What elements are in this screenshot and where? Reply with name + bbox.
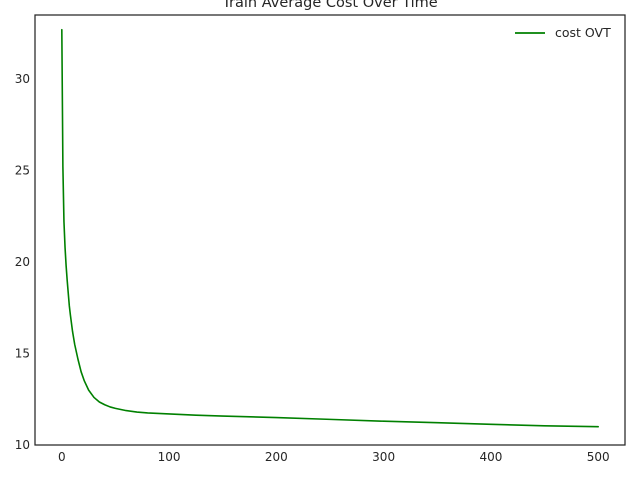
x-axis: 0 100 200 300 400 500 [58, 450, 610, 464]
y-axis: 10 15 20 25 30 [15, 72, 30, 452]
x-tick-label: 0 [58, 450, 66, 464]
plot-area [34, 14, 626, 446]
y-tick-label: 10 [15, 438, 30, 452]
x-tick-label: 500 [587, 450, 610, 464]
legend-label-cost-ovt: cost OVT [555, 25, 611, 40]
series-layer [61, 28, 599, 428]
x-tick-label: 200 [265, 450, 288, 464]
legend: cost OVT [515, 25, 611, 40]
chart-title: Train Average Cost Over Time [221, 0, 437, 11]
x-tick-label: 300 [372, 450, 395, 464]
series-line-cost-ovt [61, 28, 599, 428]
y-tick-label: 30 [15, 72, 30, 86]
y-tick-label: 20 [15, 255, 30, 269]
y-tick-label: 15 [15, 347, 30, 361]
x-tick-label: 400 [479, 450, 502, 464]
y-tick-label: 25 [15, 164, 30, 178]
x-tick-label: 100 [158, 450, 181, 464]
